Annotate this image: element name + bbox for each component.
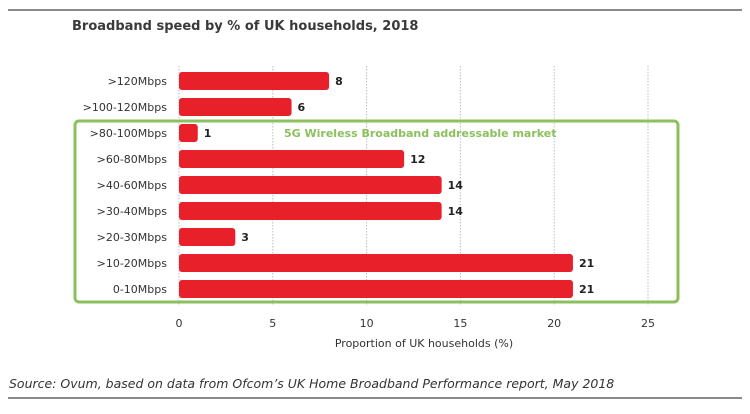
- value-label: 8: [335, 75, 343, 88]
- source-note: Source: Ovum, based on data from Ofcom’s…: [9, 376, 615, 391]
- x-tick-label: 10: [360, 317, 374, 330]
- bar-row: >10-20Mbps 21: [97, 254, 594, 272]
- bar-row: >60-80Mbps 12: [97, 150, 425, 168]
- value-label: 3: [241, 231, 249, 244]
- category-label: >20-30Mbps: [97, 231, 168, 244]
- bar: [179, 228, 236, 246]
- bar-row: >30-40Mbps 14: [97, 202, 464, 220]
- bar: [179, 124, 198, 142]
- addressable-market-label: 5G Wireless Broadband addressable market: [284, 127, 557, 140]
- category-label: >40-60Mbps: [97, 179, 168, 192]
- bar: [179, 176, 442, 194]
- bar: [179, 254, 573, 272]
- category-label: >60-80Mbps: [97, 153, 168, 166]
- top-divider: [8, 9, 742, 11]
- category-label: >100-120Mbps: [83, 101, 168, 114]
- category-label: >80-100Mbps: [90, 127, 168, 140]
- category-label: >30-40Mbps: [97, 205, 168, 218]
- bar-row: >20-30Mbps 3: [97, 228, 249, 246]
- x-tick-label: 0: [176, 317, 183, 330]
- value-label: 14: [448, 179, 464, 192]
- value-label: 6: [298, 101, 306, 114]
- bar-row: >40-60Mbps 14: [97, 176, 464, 194]
- x-tick-label: 25: [641, 317, 655, 330]
- bar-row: >80-100Mbps 1: [90, 124, 212, 142]
- value-label: 12: [410, 153, 425, 166]
- value-label: 1: [204, 127, 212, 140]
- bar: [179, 72, 330, 90]
- bar: [179, 280, 573, 298]
- bar-row: 0-10Mbps 21: [113, 280, 594, 298]
- x-tick-label: 5: [269, 317, 276, 330]
- x-axis-title: Proportion of UK households (%): [335, 337, 513, 350]
- value-label: 21: [579, 283, 594, 296]
- value-label: 21: [579, 257, 594, 270]
- value-label: 14: [448, 205, 464, 218]
- bar: [179, 98, 292, 116]
- category-label: 0-10Mbps: [113, 283, 167, 296]
- x-tick-label: 20: [547, 317, 561, 330]
- category-label: >10-20Mbps: [97, 257, 168, 270]
- x-tick-label: 15: [453, 317, 467, 330]
- bar: [179, 202, 442, 220]
- addressable-market-box: [73, 119, 680, 304]
- bar-row: >100-120Mbps 6: [83, 98, 306, 116]
- bottom-divider: [8, 397, 742, 399]
- chart-title: Broadband speed by % of UK households, 2…: [72, 19, 419, 34]
- category-label: >120Mbps: [108, 75, 168, 88]
- bar: [179, 150, 405, 168]
- bar-row: >120Mbps 8: [108, 72, 343, 90]
